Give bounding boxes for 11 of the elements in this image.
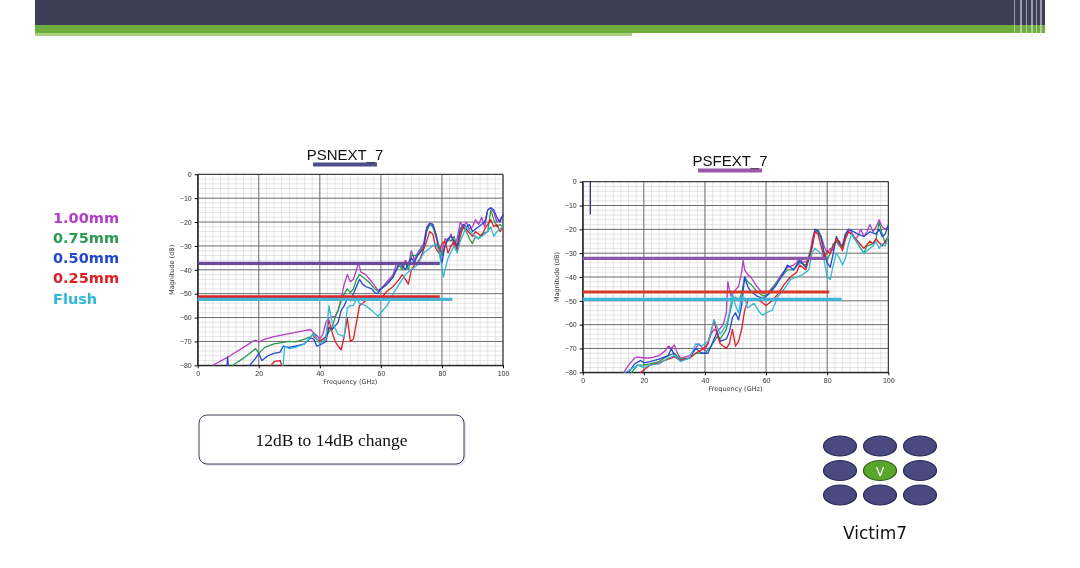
text: 1.00mm xyxy=(53,209,119,226)
chart-title: PSFEXT_7 xyxy=(692,152,768,169)
line-series xyxy=(282,226,504,366)
text: V xyxy=(875,465,885,479)
chart-title: PSNEXT_7 xyxy=(306,146,384,163)
text: 0.75mm xyxy=(53,229,119,246)
text: 0.25mm xyxy=(53,270,119,287)
text: Victim7 xyxy=(842,523,908,543)
text: 12dB to 14dB change xyxy=(255,430,408,450)
text: 0.50mm xyxy=(53,250,119,267)
text: Flush xyxy=(53,290,98,307)
